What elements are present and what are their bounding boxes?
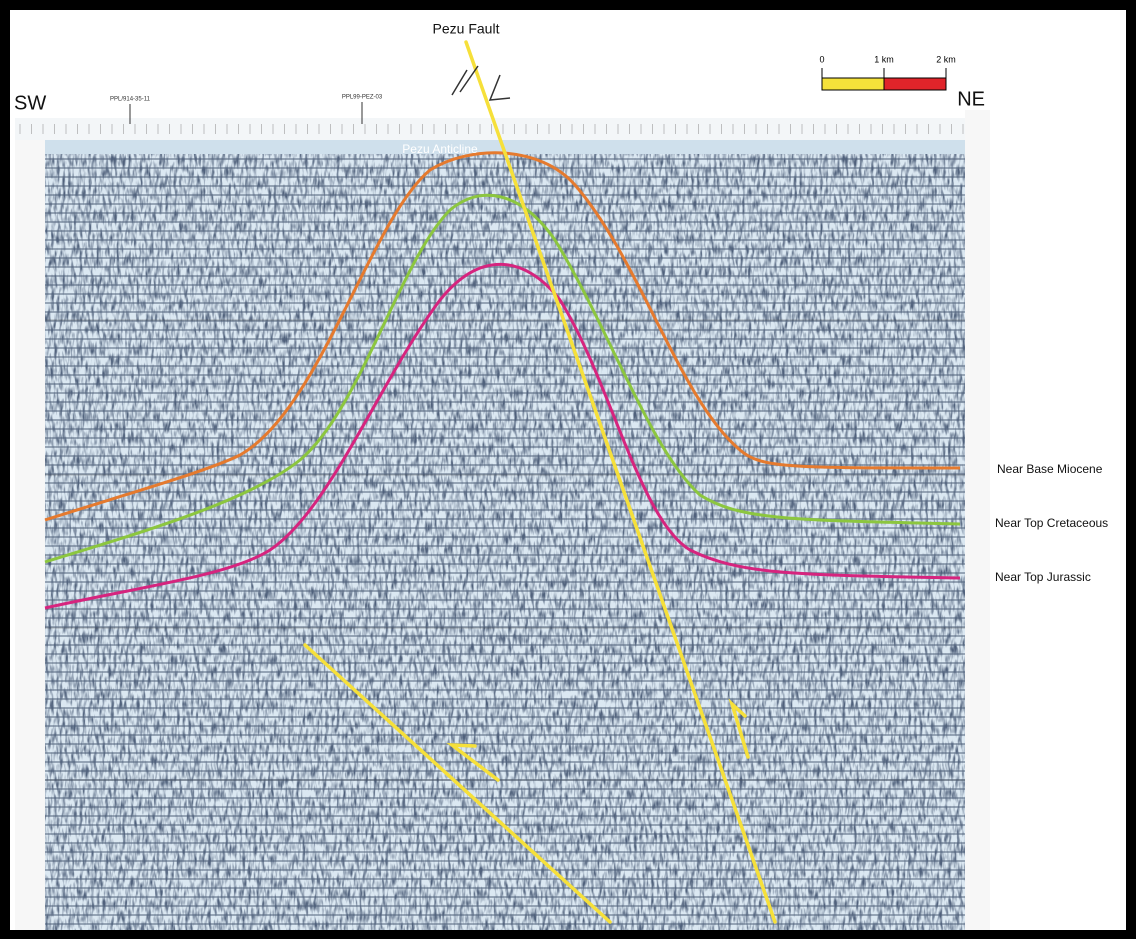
- structure-label: Pezu Anticline: [402, 142, 478, 156]
- horizon-label: Near Top Cretaceous: [995, 516, 1108, 530]
- well-label: PPL99-PEZ-03: [342, 95, 383, 101]
- horizon-line: [44, 193, 961, 564]
- fault-arrow: [728, 698, 750, 759]
- scale-label: 0: [819, 54, 824, 64]
- time-axis-left: [15, 140, 45, 930]
- faults: [303, 40, 777, 924]
- fault-title: Pezu Fault: [433, 21, 500, 37]
- horizon-label: Near Base Miocene: [997, 462, 1103, 476]
- fault-line: [303, 643, 612, 924]
- direction-left: SW: [14, 92, 46, 114]
- horizon-label: Near Top Jurassic: [995, 570, 1091, 584]
- seismic-section: [45, 140, 965, 930]
- seismic-noise: [45, 140, 965, 930]
- scale-label: 1 km: [874, 54, 894, 64]
- time-lines: [45, 319, 965, 781]
- time-axis: [965, 110, 990, 930]
- fault-arrow: [446, 743, 500, 782]
- scale-bar-segment: [883, 77, 947, 91]
- horizon-line: [44, 262, 961, 610]
- well-label: PPL/914-35-11: [110, 97, 151, 103]
- horizon-line: [44, 151, 961, 522]
- ruler-ticks: [19, 124, 964, 134]
- direction-right: NE: [957, 88, 985, 110]
- scale-bar-segment: [821, 77, 885, 91]
- seismic-top: [45, 140, 965, 154]
- sketch-marks: [451, 65, 511, 101]
- fault-line: [464, 40, 777, 924]
- shotpoint-ruler: [15, 118, 970, 140]
- scale-label: 2 km: [936, 54, 956, 64]
- horizons: [44, 151, 961, 610]
